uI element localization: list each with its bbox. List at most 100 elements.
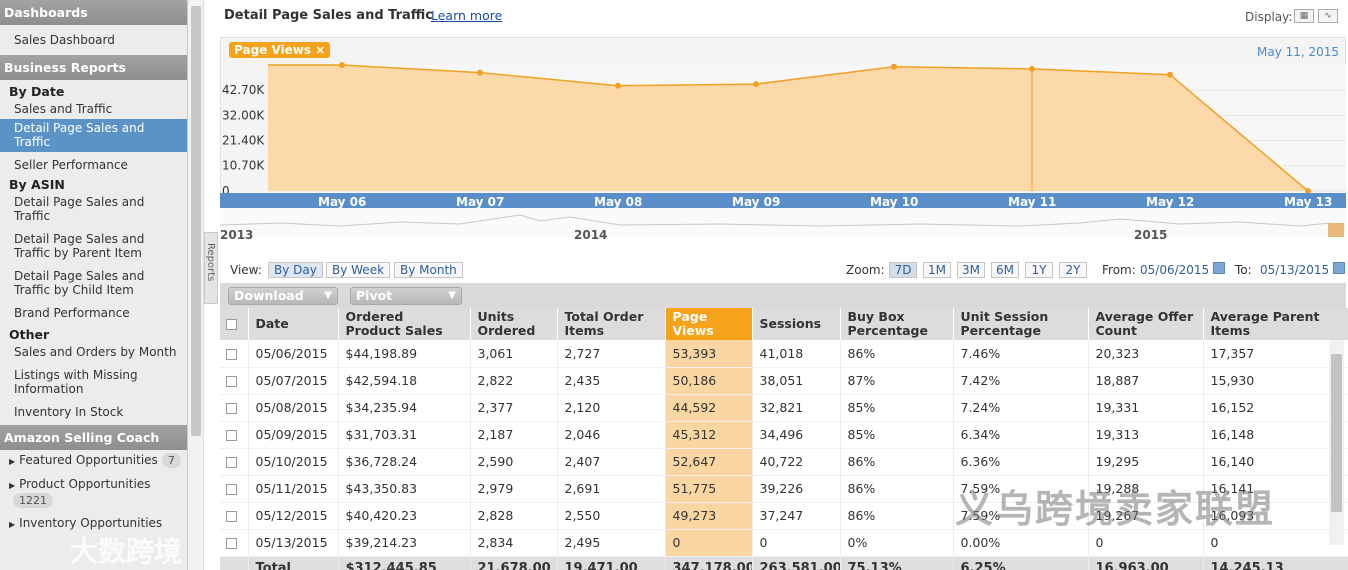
table-row[interactable]: 05/07/2015 $42,594.18 2,822 2,435 50,186 38,0… — [220, 367, 1348, 395]
sidebar-item-listings-missing-info[interactable]: Listings with Missing Information — [14, 368, 138, 396]
calendar-icon[interactable] — [1213, 262, 1225, 274]
cell-units-ordered: 2,822 — [470, 367, 558, 395]
data-point[interactable] — [753, 81, 759, 88]
row-checkbox[interactable] — [226, 511, 237, 522]
sidebar-item-asin-by-child[interactable]: Detail Page Sales and Traffic by Child I… — [14, 269, 145, 297]
cell-total-order-items: 2,435 — [557, 367, 666, 395]
col-average-parent-items[interactable]: Average Parent Items — [1203, 308, 1348, 340]
by-day-button[interactable]: By Day — [268, 262, 323, 278]
row-select-cell — [220, 367, 249, 395]
sidebar-item-seller-performance[interactable]: Seller Performance — [14, 158, 128, 172]
col-units-ordered[interactable]: Units Ordered — [470, 308, 558, 340]
from-date-input[interactable]: 05/06/2015 — [1140, 263, 1210, 277]
zoom-1m-button[interactable]: 1M — [923, 262, 951, 278]
cell-average-offer-count: 0 — [1088, 529, 1204, 557]
data-point[interactable] — [891, 63, 897, 70]
pivot-dropdown[interactable]: Pivot ▼ — [350, 287, 462, 305]
cell-page-views: 52,647 — [665, 448, 753, 476]
total-label: Total — [248, 556, 339, 570]
cell-date: 05/09/2015 — [248, 421, 339, 449]
report-table: Date Ordered Product Sales Units Ordered… — [220, 308, 1348, 570]
download-label: Download — [234, 288, 304, 303]
table-row[interactable]: 05/13/2015 $39,214.23 2,834 2,495 0 0 0% 0.00% 0… — [220, 529, 1348, 557]
table-row[interactable]: 05/08/2015 $34,235.94 2,377 2,120 44,592 32,8… — [220, 394, 1348, 422]
data-point[interactable] — [1167, 71, 1173, 78]
sidebar-item-detail-page-sales-traffic[interactable]: Detail Page Sales and Traffic — [0, 119, 187, 152]
dashboards-header[interactable]: Dashboards — [0, 0, 187, 25]
sidebar-item-brand-performance[interactable]: Brand Performance — [14, 306, 130, 320]
by-week-button[interactable]: By Week — [326, 262, 391, 278]
sidebar-item-sales-dashboard[interactable]: Sales Dashboard — [14, 33, 115, 47]
cell-page-views: 44,592 — [665, 394, 753, 422]
table-row[interactable]: 05/06/2015 $44,198.89 3,061 2,727 53,393 41,0… — [220, 340, 1348, 368]
inventory-opportunities[interactable]: ▶ Inventory Opportunities — [0, 511, 187, 535]
col-total-order-items[interactable]: Total Order Items — [557, 308, 666, 340]
total-unit-session-percentage: 6.25% — [953, 556, 1089, 570]
page-views-tag[interactable]: Page Views × — [229, 42, 331, 58]
data-point[interactable] — [339, 62, 345, 68]
cell-units-ordered: 2,377 — [470, 394, 558, 422]
col-buy-box-percentage[interactable]: Buy Box Percentage — [840, 308, 954, 340]
calendar-icon[interactable] — [1333, 262, 1345, 274]
row-checkbox[interactable] — [226, 457, 237, 468]
table-icon[interactable]: ▦ — [1294, 9, 1314, 23]
col-sessions[interactable]: Sessions — [752, 308, 841, 340]
cell-date: 05/10/2015 — [248, 448, 339, 476]
col-unit-session-percentage[interactable]: Unit Session Percentage — [953, 308, 1089, 340]
col-average-offer-count[interactable]: Average Offer Count — [1088, 308, 1204, 340]
sidebar-scrollbar[interactable] — [188, 0, 204, 570]
row-checkbox[interactable] — [226, 430, 237, 441]
reports-collapse-tab[interactable]: Reports — [204, 232, 218, 304]
table-row[interactable]: 05/12/2015 $40,420.23 2,828 2,550 49,273 37,2… — [220, 502, 1348, 530]
download-dropdown[interactable]: Download ▼ — [228, 287, 338, 305]
by-month-button[interactable]: By Month — [394, 262, 463, 278]
table-scroll-thumb[interactable] — [1331, 354, 1342, 512]
total-average-parent-items: 14,245.13 — [1203, 556, 1348, 570]
zoom-1y-button[interactable]: 1Y — [1025, 262, 1053, 278]
row-select-cell — [220, 394, 249, 422]
data-point[interactable] — [1305, 188, 1311, 194]
data-point[interactable] — [615, 82, 621, 89]
table-row[interactable]: 05/10/2015 $36,728.24 2,590 2,407 52,647 40,7… — [220, 448, 1348, 476]
business-reports-header[interactable]: Business Reports — [0, 55, 187, 80]
row-checkbox[interactable] — [226, 484, 237, 495]
col-ordered-product-sales[interactable]: Ordered Product Sales — [338, 308, 471, 340]
y-tick-label: 32.00K — [222, 108, 265, 122]
row-checkbox[interactable] — [226, 538, 237, 549]
col-date[interactable]: Date — [248, 308, 339, 340]
zoom-3m-button[interactable]: 3M — [957, 262, 985, 278]
sidebar-item-sales-and-traffic[interactable]: Sales and Traffic — [14, 102, 113, 116]
total-buy-box-percentage: 75.13% — [840, 556, 954, 570]
cell-total-order-items: 2,727 — [557, 340, 666, 368]
table-row[interactable]: 05/11/2015 $43,350.83 2,979 2,691 51,775 39,2… — [220, 475, 1348, 503]
row-checkbox[interactable] — [226, 376, 237, 387]
chart-icon[interactable]: ∿ — [1318, 9, 1338, 23]
learn-more-link[interactable]: Learn more — [431, 8, 503, 23]
cell-unit-session-percentage: 7.46% — [953, 340, 1089, 368]
table-scrollbar[interactable] — [1329, 340, 1344, 545]
row-checkbox[interactable] — [226, 403, 237, 414]
data-point[interactable] — [477, 69, 483, 76]
product-opportunities[interactable]: ▶ Product Opportunities 1221 — [0, 472, 187, 511]
table-row[interactable]: 05/09/2015 $31,703.31 2,187 2,046 45,312 34,4… — [220, 421, 1348, 449]
selling-coach-header[interactable]: Amazon Selling Coach — [0, 425, 187, 450]
row-checkbox[interactable] — [226, 348, 237, 360]
timeline-selection-handle[interactable] — [1328, 223, 1344, 237]
table-toolbar: Download ▼ Pivot ▼ — [220, 283, 1346, 308]
sidebar-item-asin-detail-page[interactable]: Detail Page Sales and Traffic — [14, 195, 145, 223]
zoom-7d-button[interactable]: 7D — [889, 262, 917, 278]
sidebar-item-sales-orders-by-month[interactable]: Sales and Orders by Month — [14, 345, 177, 359]
page-views-chart[interactable]: 42.70K 32.00K 21.40K 10.70K 0 May 06 May 07 Ma… — [220, 37, 1346, 247]
row-select-cell — [220, 421, 249, 449]
sidebar-scroll-thumb[interactable] — [191, 6, 201, 436]
zoom-6m-button[interactable]: 6M — [991, 262, 1019, 278]
expand-triangle-icon: ▶ — [9, 481, 16, 490]
cell-page-views: 50,186 — [665, 367, 753, 395]
featured-opportunities[interactable]: ▶ Featured Opportunities 7 — [0, 450, 187, 472]
col-page-views[interactable]: Page Views — [665, 308, 753, 340]
select-all-checkbox[interactable] — [226, 319, 237, 330]
to-date-input[interactable]: 05/13/2015 — [1260, 263, 1330, 277]
zoom-2y-button[interactable]: 2Y — [1059, 262, 1087, 278]
sidebar-item-asin-by-parent[interactable]: Detail Page Sales and Traffic by Parent … — [14, 232, 145, 260]
sidebar-item-inventory-in-stock[interactable]: Inventory In Stock — [14, 405, 124, 419]
